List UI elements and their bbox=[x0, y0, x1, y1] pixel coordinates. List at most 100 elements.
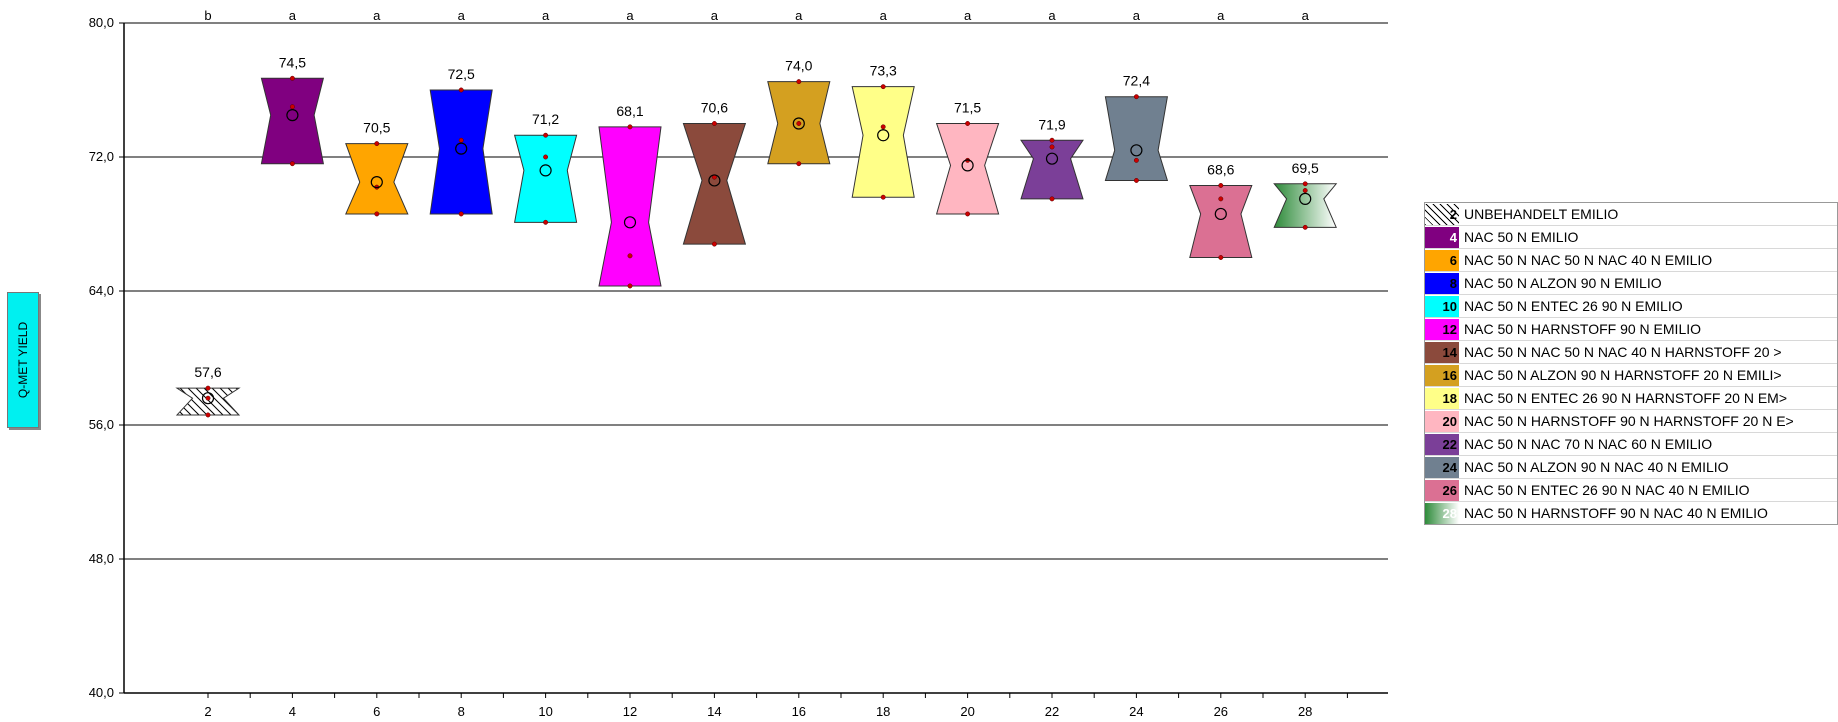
data-point bbox=[880, 124, 886, 130]
box-24 bbox=[1104, 96, 1169, 181]
data-point bbox=[1049, 144, 1055, 150]
legend-swatch: 6 bbox=[1425, 249, 1459, 271]
legend-label: NAC 50 N ALZON 90 N HARNSTOFF 20 N EMILI… bbox=[1464, 367, 1782, 383]
x-tick-label: 18 bbox=[876, 704, 890, 719]
legend-swatch: 14 bbox=[1425, 341, 1459, 363]
significance-letter: a bbox=[964, 8, 972, 23]
significance-letter: a bbox=[542, 8, 550, 23]
legend-label: NAC 50 N NAC 50 N NAC 40 N HARNSTOFF 20 … bbox=[1464, 344, 1782, 360]
box-12 bbox=[598, 126, 662, 287]
significance-letter: a bbox=[1048, 8, 1056, 23]
legend-label: NAC 50 N ENTEC 26 90 N EMILIO bbox=[1464, 298, 1683, 314]
mean-label: 70,5 bbox=[363, 120, 390, 136]
legend-item: 12 NAC 50 N HARNSTOFF 90 N EMILIO bbox=[1425, 318, 1837, 341]
significance-letter: b bbox=[204, 8, 211, 23]
legend: 2 UNBEHANDELT EMILIO 4 NAC 50 N EMILIO 6 NAC … bbox=[1424, 202, 1838, 525]
mean-marker bbox=[1299, 192, 1312, 205]
mean-label: 70,6 bbox=[701, 100, 728, 116]
data-point bbox=[1218, 196, 1224, 202]
data-point bbox=[458, 137, 464, 143]
legend-swatch: 8 bbox=[1425, 272, 1459, 294]
legend-item: 24 NAC 50 N ALZON 90 N NAC 40 N EMILIO bbox=[1425, 456, 1837, 479]
legend-item: 20 NAC 50 N HARNSTOFF 90 N HARNSTOFF 20 N… bbox=[1425, 410, 1837, 433]
legend-label: NAC 50 N HARNSTOFF 90 N NAC 40 N EMILIO bbox=[1464, 505, 1768, 521]
legend-swatch: 12 bbox=[1425, 318, 1459, 340]
legend-label: NAC 50 N EMILIO bbox=[1464, 229, 1579, 245]
mean-marker bbox=[1045, 152, 1059, 165]
data-point bbox=[880, 194, 886, 200]
significance-letter: a bbox=[458, 8, 466, 23]
box-22 bbox=[1020, 139, 1084, 200]
chart-plot: 40,0 48,0 56,0 64,0 72,0 80,0 2 b 4 a 6 a 8 a 10 a 12 a 14… bbox=[89, 8, 1388, 719]
legend-swatch: 22 bbox=[1425, 433, 1459, 455]
legend-item: 16 NAC 50 N ALZON 90 N HARNSTOFF 20 N EMI… bbox=[1425, 364, 1837, 387]
data-point bbox=[1218, 255, 1224, 260]
y-tick-label: 56,0 bbox=[89, 417, 114, 432]
legend-label: UNBEHANDELT EMILIO bbox=[1464, 206, 1619, 222]
mean-label: 68,6 bbox=[1207, 161, 1234, 177]
data-point bbox=[1049, 137, 1055, 143]
significance-letter: a bbox=[626, 8, 634, 23]
significance-letter: a bbox=[373, 8, 381, 23]
legend-label: NAC 50 N NAC 70 N NAC 60 N EMILIO bbox=[1464, 436, 1713, 452]
data-point bbox=[711, 241, 717, 247]
legend-label: NAC 50 N NAC 50 N NAC 40 N EMILIO bbox=[1464, 252, 1713, 268]
legend-swatch: 2 bbox=[1425, 203, 1459, 225]
data-point bbox=[289, 75, 295, 81]
legend-swatch: 20 bbox=[1425, 410, 1459, 432]
legend-label: NAC 50 N ALZON 90 N EMILIO bbox=[1464, 275, 1662, 291]
data-point bbox=[543, 132, 549, 138]
x-tick-label: 6 bbox=[373, 704, 380, 719]
data-point bbox=[543, 154, 549, 160]
data-point bbox=[289, 161, 295, 167]
x-tick-label: 24 bbox=[1129, 704, 1143, 719]
data-point bbox=[458, 211, 464, 217]
legend-item: 18 NAC 50 N ENTEC 26 90 N HARNSTOFF 20 N … bbox=[1425, 387, 1837, 410]
legend-swatch: 26 bbox=[1425, 479, 1459, 501]
x-tick-label: 8 bbox=[458, 704, 465, 719]
significance-letter: a bbox=[880, 8, 888, 23]
x-tick-label: 22 bbox=[1045, 704, 1059, 719]
y-axis-label-box: Q-MET YIELD bbox=[7, 292, 39, 428]
mean-marker bbox=[201, 392, 215, 405]
legend-swatch: 28 bbox=[1425, 502, 1459, 524]
mean-marker bbox=[1214, 207, 1227, 221]
data-point bbox=[796, 121, 802, 126]
x-tick-label: 12 bbox=[623, 704, 637, 719]
box-26 bbox=[1189, 184, 1253, 258]
legend-label: NAC 50 N HARNSTOFF 90 N EMILIO bbox=[1464, 321, 1702, 337]
mean-label: 68,1 bbox=[616, 103, 643, 119]
data-point bbox=[205, 395, 211, 401]
mean-label: 57,6 bbox=[194, 364, 221, 380]
mean-label: 74,5 bbox=[279, 54, 306, 70]
legend-item: 28 NAC 50 N HARNSTOFF 90 N NAC 40 N EMILI… bbox=[1425, 502, 1837, 524]
x-tick-label: 2 bbox=[204, 704, 211, 719]
box-6 bbox=[345, 143, 409, 215]
legend-swatch: 24 bbox=[1425, 456, 1459, 478]
y-tick-label: 72,0 bbox=[89, 149, 114, 164]
x-tick-label: 20 bbox=[960, 704, 974, 719]
box-2 bbox=[175, 387, 241, 416]
legend-item: 8 NAC 50 N ALZON 90 N EMILIO bbox=[1425, 272, 1837, 295]
data-point bbox=[627, 283, 633, 289]
data-point bbox=[289, 104, 295, 110]
legend-swatch: 18 bbox=[1425, 387, 1459, 409]
mean-label: 69,5 bbox=[1292, 160, 1319, 176]
box-10 bbox=[513, 134, 578, 223]
significance-letter: a bbox=[711, 8, 719, 23]
legend-item: 6 NAC 50 N NAC 50 N NAC 40 N EMILIO bbox=[1425, 249, 1837, 272]
x-tick-label: 26 bbox=[1214, 704, 1228, 719]
legend-label: NAC 50 N ENTEC 26 90 N NAC 40 N EMILIO bbox=[1464, 482, 1750, 498]
legend-label: NAC 50 N ENTEC 26 90 N HARNSTOFF 20 N EM… bbox=[1464, 390, 1787, 406]
y-tick-label: 48,0 bbox=[89, 551, 114, 566]
significance-letter: a bbox=[289, 8, 297, 23]
significance-letter: a bbox=[1302, 8, 1310, 23]
data-point bbox=[205, 412, 211, 418]
y-tick-label: 80,0 bbox=[89, 15, 114, 30]
data-point bbox=[711, 121, 717, 126]
data-point bbox=[1218, 183, 1224, 188]
legend-item: 10 NAC 50 N ENTEC 26 90 N EMILIO bbox=[1425, 295, 1837, 318]
significance-letter: a bbox=[1217, 8, 1225, 23]
legend-swatch: 4 bbox=[1425, 226, 1459, 248]
mean-label: 71,9 bbox=[1038, 116, 1065, 132]
